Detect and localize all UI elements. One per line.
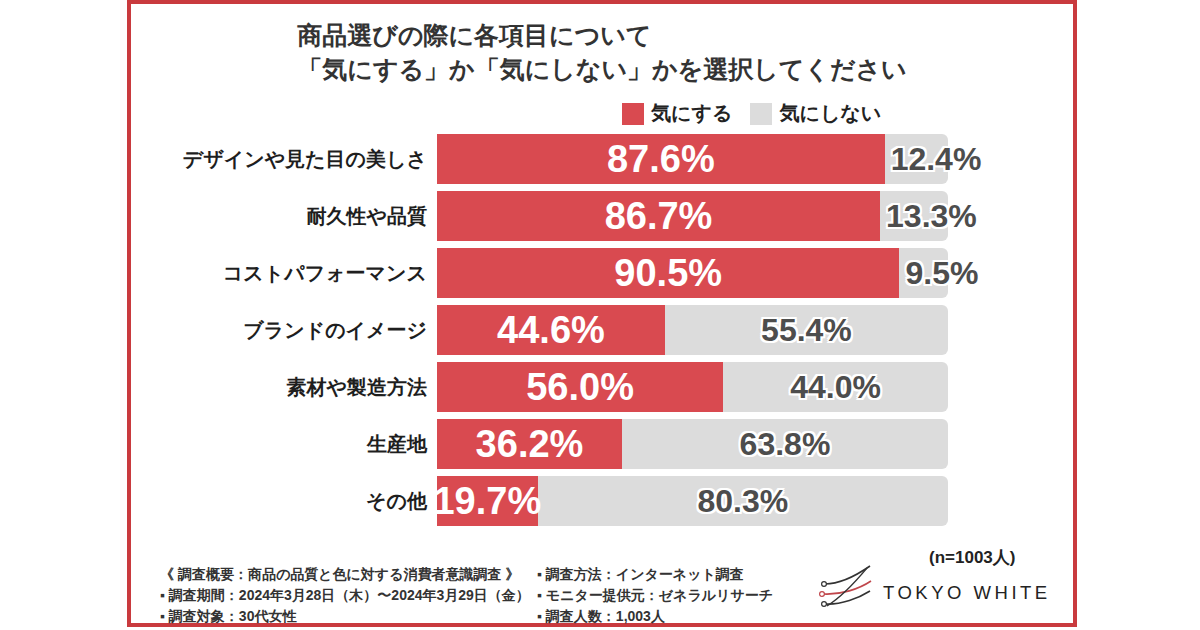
chart-row: 素材や製造方法56.0%44.0% (131, 362, 1073, 412)
survey-line: ▪ モニター提供元：ゼネラルリサーチ (537, 585, 773, 606)
category-label: コストパフォーマンス (131, 260, 437, 287)
value-label-not-care: 13.3% (880, 191, 977, 241)
category-label: 素材や製造方法 (131, 374, 437, 401)
value-label-care: 90.5% (437, 248, 899, 298)
value-label-care: 87.6% (437, 134, 885, 184)
value-label-not-care: 63.8% (622, 419, 948, 469)
survey-line: ▪ 調査方法：インターネット調査 (537, 564, 773, 585)
brand-logo-text: TOKYO WHITE (883, 582, 1051, 604)
value-label-not-care: 12.4% (885, 134, 982, 184)
bar-track: 19.7%80.3% (437, 476, 948, 526)
category-label: 耐久性や品質 (131, 203, 437, 230)
chart-legend: 気にする 気にしない (622, 100, 899, 127)
brand-logo: TOKYO WHITE (817, 562, 1051, 612)
survey-line: ▪ 調査人数：1,003人 (537, 606, 773, 627)
value-label-care: 36.2% (437, 419, 622, 469)
bar-track: 86.7%13.3% (437, 191, 948, 241)
survey-summary-left: 《 調査概要：商品の品質と色に対する消費者意識調査 》▪ 調査期間：2024年3… (160, 564, 530, 627)
legend-item-care: 気にする (622, 100, 732, 127)
category-label: 生産地 (131, 431, 437, 458)
value-label-care: 19.7% (437, 476, 538, 526)
bar-track: 36.2%63.8% (437, 419, 948, 469)
chart-row: その他19.7%80.3% (131, 476, 1073, 526)
chart-title-line2: 「気にする」か「気にしない」かを選択してください (297, 52, 906, 86)
bar-track: 56.0%44.0% (437, 362, 948, 412)
category-label: ブランドのイメージ (131, 317, 437, 344)
survey-line: 《 調査概要：商品の品質と色に対する消費者意識調査 》 (160, 564, 530, 585)
survey-summary-right: ▪ 調査方法：インターネット調査▪ モニター提供元：ゼネラルリサーチ▪ 調査人数… (537, 564, 773, 627)
legend-label-care: 気にする (651, 100, 732, 127)
category-label: デザインや見た目の美しさ (131, 146, 437, 173)
bar-track: 44.6%55.4% (437, 305, 948, 355)
chart-row: 生産地36.2%63.8% (131, 419, 1073, 469)
category-label: その他 (131, 488, 437, 515)
survey-line: ▪ 調査対象：30代女性 (160, 606, 530, 627)
value-label-care: 56.0% (437, 362, 723, 412)
legend-item-not-care: 気にしない (750, 100, 881, 127)
value-label-not-care: 9.5% (899, 248, 978, 298)
chart-title: 商品選びの際に各項目について 「気にする」か「気にしない」かを選択してください (297, 18, 906, 86)
brand-logo-icon (817, 562, 873, 612)
legend-swatch-not-care (750, 103, 772, 125)
legend-swatch-care (622, 103, 644, 125)
chart-rows: デザインや見た目の美しさ87.6%12.4%耐久性や品質86.7%13.3%コス… (131, 134, 1073, 533)
legend-label-not-care: 気にしない (779, 100, 881, 127)
value-label-not-care: 55.4% (665, 305, 948, 355)
chart-title-line1: 商品選びの際に各項目について (297, 18, 906, 52)
chart-row: 耐久性や品質86.7%13.3% (131, 191, 1073, 241)
bar-track: 87.6%12.4% (437, 134, 948, 184)
chart-row: ブランドのイメージ44.6%55.4% (131, 305, 1073, 355)
chart-row: デザインや見た目の美しさ87.6%12.4% (131, 134, 1073, 184)
survey-card: 商品選びの際に各項目について 「気にする」か「気にしない」かを選択してください … (127, 0, 1077, 627)
value-label-care: 86.7% (437, 191, 880, 241)
value-label-not-care: 44.0% (723, 362, 948, 412)
survey-line: ▪ 調査期間：2024年3月28日（木）〜2024年3月29日（金） (160, 585, 530, 606)
bar-track: 90.5%9.5% (437, 248, 948, 298)
value-label-care: 44.6% (437, 305, 665, 355)
chart-row: コストパフォーマンス90.5%9.5% (131, 248, 1073, 298)
value-label-not-care: 80.3% (538, 476, 948, 526)
